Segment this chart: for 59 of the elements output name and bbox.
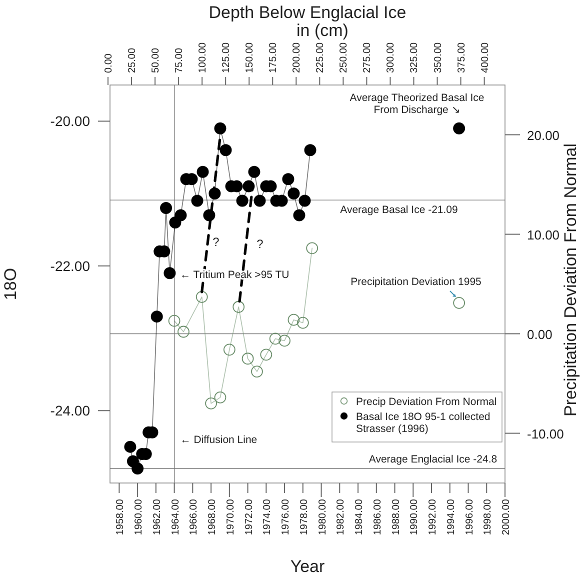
x-axis-title: Year — [290, 557, 326, 576]
x-tick-label: 1962.00 — [152, 498, 163, 536]
x2-tick-label: 125.00 — [221, 42, 232, 73]
y2-tick-label: -10.00 — [527, 426, 564, 442]
y-tick-label: -24.00 — [50, 402, 90, 419]
x-tick-label: 1958.00 — [115, 498, 126, 536]
x-tick-label: 1964.00 — [170, 498, 182, 536]
x2-tick-label: 225.00 — [315, 42, 326, 73]
y2-tick-label: 10.00 — [527, 227, 560, 242]
x-tick-label: 1960.00 — [134, 498, 145, 536]
x-tick-label: 1982.00 — [336, 498, 347, 536]
y-axis-title: 18O — [1, 268, 20, 300]
x2-tick-label: 325.00 — [409, 42, 420, 73]
x-tick-label: 1974.00 — [262, 498, 274, 536]
annotation: ? — [212, 235, 220, 249]
x-tick-label: 1994.00 — [446, 498, 457, 536]
x-tick-label: 1996.00 — [464, 498, 476, 536]
x2-tick-label: 350.00 — [432, 42, 444, 73]
x2-tick-label: 200.00 — [292, 42, 303, 73]
x2-tick-label: 375.00 — [456, 42, 468, 73]
x2-tick-label: 250.00 — [338, 42, 350, 73]
x-tick-label: 1970.00 — [225, 498, 236, 536]
annotation: Precipitation Deviation 1995 — [350, 276, 482, 288]
x-tick-label: 1986.00 — [372, 498, 384, 536]
y2-axis-title: Precipitation Deviation From Normal — [561, 143, 580, 417]
annotation: Average Theorized Basal Ice From Discharge ↘ — [350, 92, 484, 116]
x-tick-label: 1968.00 — [207, 498, 218, 536]
x2-tick-label: 100.00 — [198, 42, 209, 73]
x2-tick-label: 300.00 — [386, 42, 397, 73]
x-tick-label: 1976.00 — [280, 498, 292, 536]
x-tick-label: 1998.00 — [482, 498, 494, 536]
x-tick-label: 1980.00 — [317, 498, 328, 536]
x2-tick-label: 175.00 — [268, 42, 280, 73]
x2-tick-label: 400.00 — [480, 42, 491, 73]
ref-line-label: Average Basal Ice -21.09 — [340, 204, 458, 216]
x2-tick-label: 0.00 — [104, 53, 114, 73]
y-tick-label: -22.00 — [50, 258, 90, 274]
x2-tick-label: 50.00 — [150, 48, 162, 73]
x-tick-label: 1966.00 — [188, 498, 200, 536]
x-tick-label: 1972.00 — [244, 498, 255, 536]
y2-tick-label: 0.00 — [527, 326, 552, 342]
x-tick-label: 1990.00 — [409, 498, 420, 536]
x2-tick-label: 275.00 — [362, 42, 374, 73]
x2-axis-title: Depth Below Englacial Ice in (cm) — [208, 3, 406, 40]
x2-tick-label: 25.00 — [127, 48, 138, 73]
x-tick-label: 2000.00 — [501, 498, 512, 536]
x2-tick-label: 75.00 — [174, 48, 186, 73]
ref-line-label: Average Englacial Ice -24.8 — [368, 454, 498, 466]
annotation: ? — [256, 237, 264, 251]
legend-label: Precip Deviation From Normal — [356, 396, 497, 408]
legend-label: Basal Ice 18O 95-1 collected Strasser (1996) — [356, 411, 490, 435]
x-tick-label: 1978.00 — [298, 498, 310, 536]
x-tick-label: 1984.00 — [354, 498, 366, 536]
y2-tick-label: 20.00 — [527, 128, 560, 143]
x-tick-label: 1988.00 — [390, 498, 402, 536]
ref-line-label: ← Diffusion Line — [180, 434, 258, 446]
x2-tick-label: 150.00 — [244, 42, 256, 73]
y-tick-label: -20.00 — [50, 113, 90, 130]
x-tick-label: 1992.00 — [428, 498, 439, 536]
